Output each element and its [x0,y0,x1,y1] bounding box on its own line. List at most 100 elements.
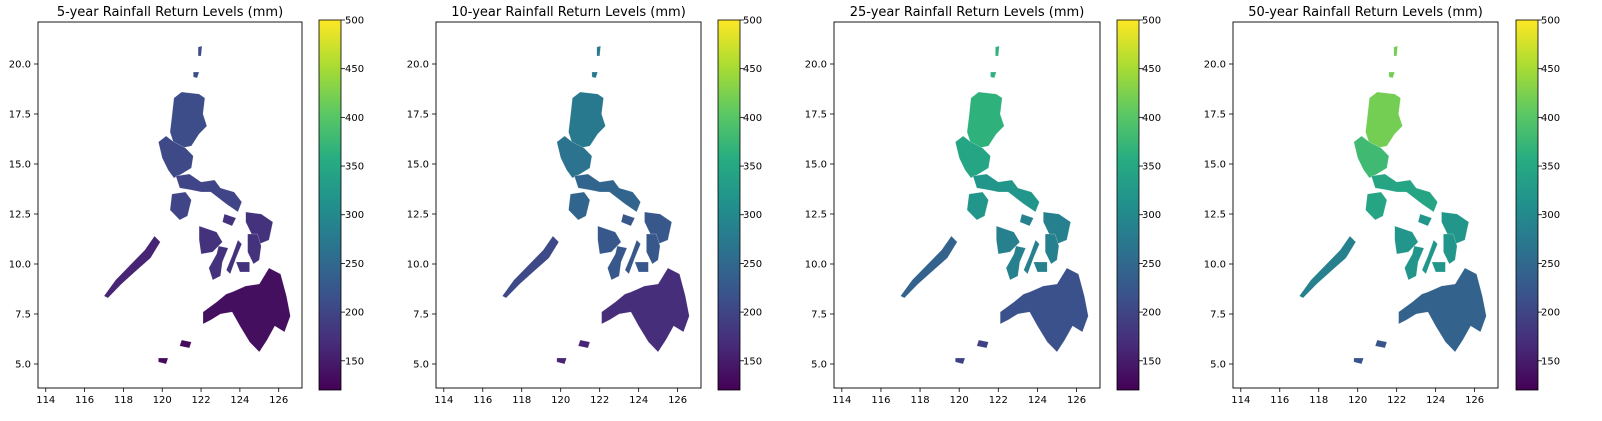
region-babuyan [990,71,997,79]
colorbar-tick-label: 150 [743,356,762,367]
region-mindoro [1365,191,1388,221]
region-central_luzon [556,135,593,179]
axes-frame [435,21,702,389]
region-panay [198,225,223,255]
region-sulu [179,339,192,349]
region-masbate [222,213,237,227]
chart-title: 50-year Rainfall Return Levels (mm) [1248,5,1483,20]
y-tick-label: 20.0 [1204,60,1226,71]
colorbar-tick-label: 500 [345,16,364,27]
x-tick-label: 122 [989,395,1008,406]
region-samar [245,211,274,245]
region-sulu [1374,339,1388,349]
colorbar-tick-label: 400 [1142,113,1161,124]
region-mindanao [1398,267,1487,353]
region-sulu [976,339,989,349]
region-samar [1043,211,1071,245]
x-tick-label: 124 [629,395,648,406]
axes-frame [833,21,1101,389]
x-tick-label: 116 [871,395,890,406]
colorbar-tick-label: 300 [345,210,364,221]
y-tick-label: 12.5 [407,210,429,221]
colorbar-tick-label: 450 [1142,64,1161,75]
region-batanes [995,45,1000,57]
region-northern_luzon [1365,91,1403,149]
y-tick-label: 5.0 [811,360,827,371]
region-leyte [1443,233,1458,265]
region-mindoro [568,191,591,221]
region-tawi [556,357,567,365]
region-negros [607,245,628,281]
region-masbate [1417,213,1433,227]
colorbar-tick-label: 150 [1142,356,1161,367]
x-tick-label: 118 [114,395,133,406]
x-tick-label: 126 [1465,395,1484,406]
region-batanes [197,45,203,57]
colorbar-tick-label: 300 [743,210,762,221]
region-mindanao [202,267,291,353]
y-tick-label: 17.5 [1204,110,1226,121]
region-bohol [235,261,250,273]
region-babuyan [591,71,598,79]
region-tawi [158,357,169,365]
region-samar [1441,211,1470,245]
colorbar-tick-label: 300 [1541,210,1560,221]
region-babuyan [193,71,200,79]
x-tick-label: 120 [950,395,969,406]
region-bohol [1033,261,1048,273]
region-mindanao [601,267,690,353]
y-tick-label: 7.5 [413,310,429,321]
colorbar-tick-label: 200 [345,308,364,319]
y-tick-label: 15.0 [9,160,31,171]
region-mindanao [1000,267,1089,353]
colorbar-tick-label: 500 [743,16,762,27]
colorbar-tick-label: 250 [1541,259,1560,270]
map-panel-2: 10-year Rainfall Return Levels (mm) 114 11… [407,5,762,406]
region-cebu [624,239,641,275]
x-tick-label: 114 [434,395,453,406]
colorbar-tick-label: 150 [1541,356,1560,367]
map-panel-4: 50-year Rainfall Return Levels (mm) 114 11… [1204,5,1560,406]
x-tick-label: 124 [1426,395,1445,406]
region-northern_luzon [568,91,606,149]
y-tick-label: 12.5 [9,210,31,221]
region-sulu [577,339,591,349]
region-southern_luzon [1371,173,1438,213]
x-tick-label: 120 [551,395,570,406]
x-tick-label: 126 [269,395,288,406]
region-northern_luzon [966,91,1005,149]
x-tick-label: 122 [1387,395,1406,406]
region-palawan [103,235,161,299]
x-tick-label: 114 [832,395,851,406]
region-tawi [1353,357,1364,365]
region-southern_luzon [175,173,243,213]
x-tick-label: 116 [1270,395,1289,406]
region-batanes [596,45,601,57]
colorbar-tick-label: 450 [1541,64,1560,75]
y-tick-label: 20.0 [9,60,31,71]
y-tick-label: 15.0 [1204,160,1226,171]
region-panay [1394,225,1419,255]
y-tick-label: 5.0 [413,360,429,371]
region-cebu [1023,239,1040,275]
x-tick-label: 116 [75,395,94,406]
x-tick-label: 122 [192,395,211,406]
x-tick-label: 116 [473,395,492,406]
region-bohol [1431,261,1446,273]
y-tick-label: 12.5 [805,210,827,221]
colorbar-tick-label: 350 [1541,162,1560,173]
y-tick-label: 17.5 [805,110,827,121]
region-southern_luzon [972,173,1040,213]
x-tick-label: 124 [1028,395,1047,406]
colorbar-tick-label: 250 [345,259,364,270]
region-batanes [1393,45,1398,57]
colorbar-tick-label: 350 [1142,162,1161,173]
region-masbate [1019,213,1034,227]
chart-title: 25-year Rainfall Return Levels (mm) [850,5,1085,20]
y-tick-label: 10.0 [407,260,429,271]
y-tick-label: 7.5 [811,310,827,321]
y-tick-label: 17.5 [9,110,31,121]
chart-title: 10-year Rainfall Return Levels (mm) [451,5,686,20]
colorbar-tick-label: 350 [743,162,762,173]
